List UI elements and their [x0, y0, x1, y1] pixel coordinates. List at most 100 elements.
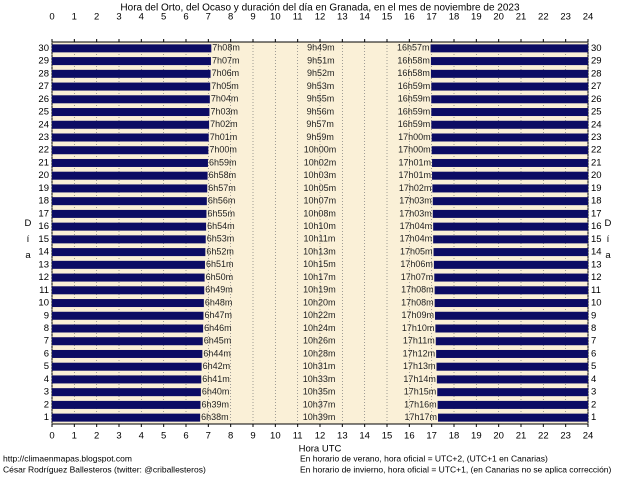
sunrise-bar	[52, 299, 204, 308]
sunrise-bar	[52, 248, 206, 257]
x-tick-label: 18	[449, 431, 460, 442]
sunrise-bar	[52, 362, 202, 371]
sunset-bar	[432, 197, 588, 206]
sunset-label: 16h59m	[398, 81, 431, 91]
y-axis-label: Día	[22, 218, 33, 266]
day-length-label: 10h07m	[304, 196, 337, 206]
x-tick-label: 1	[72, 431, 77, 442]
sunset-bar	[436, 349, 588, 358]
sunrise-bar	[52, 44, 212, 53]
x-tick-label: 15	[382, 431, 393, 442]
sunset-label: 17h16m	[404, 399, 437, 409]
sunrise-label: 6h56m	[208, 196, 236, 206]
sunset-label: 17h00m	[398, 132, 431, 142]
day-length-label: 9h53m	[307, 81, 335, 91]
sunset-bar	[434, 286, 588, 295]
x-tick-label: 18	[449, 12, 460, 23]
sunset-label: 17h00m	[398, 145, 431, 155]
x-tick-label: 1	[72, 12, 77, 23]
sunset-bar	[430, 57, 588, 66]
sunset-bar	[430, 44, 588, 53]
x-tick-label: 0	[49, 12, 54, 23]
sunrise-label: 6h59m	[209, 157, 237, 167]
sunset-bar	[433, 248, 588, 257]
y-tick-label: 27	[591, 81, 602, 92]
day-length-label: 10h37m	[303, 399, 336, 409]
day-length-label: 10h05m	[304, 183, 337, 193]
day-length-label: 10h02m	[304, 157, 337, 167]
sunset-bar	[436, 375, 588, 384]
y-tick-label: 18	[591, 196, 602, 207]
sunset-label: 17h01m	[399, 157, 432, 167]
sunset-label: 17h04m	[400, 221, 433, 231]
y-tick-label: 27	[38, 81, 49, 92]
sunset-bar	[431, 146, 588, 155]
y-tick-label: 11	[591, 285, 601, 296]
sunrise-label: 7h07m	[212, 55, 240, 65]
sunrise-label: 6h50m	[206, 272, 234, 282]
sunrise-label: 6h47m	[204, 310, 232, 320]
y-tick-label: 6	[591, 348, 596, 359]
y-tick-label: 2	[44, 399, 49, 410]
sunset-label: 17h03m	[399, 208, 432, 218]
sunrise-label: 7h02m	[210, 119, 238, 129]
sunrise-bar	[52, 337, 203, 346]
sunset-bar	[431, 120, 588, 129]
sunrise-bar	[52, 388, 201, 397]
sunset-bar	[431, 133, 588, 142]
x-tick-label: 12	[315, 12, 326, 23]
sunrise-label: 6h42m	[203, 361, 231, 371]
x-tick-label: 10	[270, 12, 281, 23]
chart-title: Hora del Orto, del Ocaso y duración del …	[120, 3, 520, 14]
sunset-bar	[437, 400, 588, 409]
footer: http://climaenmapas.blogspot.com	[3, 453, 132, 463]
y-tick-label: 3	[591, 387, 596, 398]
sunrise-label: 6h57m	[208, 183, 236, 193]
sunrise-label: 6h45m	[204, 336, 232, 346]
x-tick-label: 13	[337, 431, 348, 442]
sunrise-bar	[52, 146, 209, 155]
sunrise-label: 6h44m	[203, 348, 231, 358]
day-length-label: 9h49m	[307, 43, 335, 53]
y-tick-label: 30	[38, 43, 49, 54]
sunrise-label: 6h38m	[201, 412, 229, 422]
x-tick-label: 6	[183, 431, 188, 442]
x-tick-label: 7	[206, 431, 211, 442]
y-tick-label: 30	[591, 43, 602, 54]
sunset-label: 17h13m	[403, 361, 436, 371]
sunset-bar	[435, 337, 588, 346]
y-axis-label: Día	[602, 218, 613, 266]
x-tick-label: 15	[382, 12, 393, 23]
sunset-label: 17h06m	[400, 259, 433, 269]
day-length-label: 10h33m	[303, 374, 336, 384]
y-tick-label: 29	[38, 56, 49, 67]
day-length-label: 9h52m	[307, 68, 335, 78]
y-tick-label: 12	[38, 272, 49, 283]
y-tick-label: 2	[591, 399, 596, 410]
y-tick-label: 3	[44, 387, 49, 398]
y-tick-label: 14	[38, 247, 49, 258]
y-tick-label: 25	[591, 107, 602, 118]
x-axis-label: Hora UTC	[299, 444, 342, 455]
x-tick-label: 4	[139, 12, 144, 23]
sunrise-label: 7h04m	[211, 94, 239, 104]
sunset-label: 17h14m	[403, 374, 436, 384]
y-tick-label: 25	[38, 107, 49, 118]
y-tick-label: 26	[591, 94, 602, 105]
sunrise-bar	[52, 209, 207, 218]
sunrise-label: 6h39m	[202, 399, 230, 409]
sunset-label: 17h08m	[401, 285, 434, 295]
sunrise-bar	[52, 400, 201, 409]
x-tick-label: 16	[404, 431, 415, 442]
x-tick-label: 8	[228, 431, 233, 442]
sunrise-bar	[52, 286, 205, 295]
x-tick-label: 9	[250, 12, 255, 23]
y-tick-label: 10	[591, 298, 602, 309]
day-length-label: 10h35m	[303, 387, 336, 397]
day-length-label: 10h31m	[303, 361, 336, 371]
y-tick-label: 26	[38, 94, 49, 105]
sunrise-label: 7h05m	[211, 81, 239, 91]
sunrise-bar	[52, 69, 211, 78]
sunrise-label: 6h49m	[205, 285, 233, 295]
